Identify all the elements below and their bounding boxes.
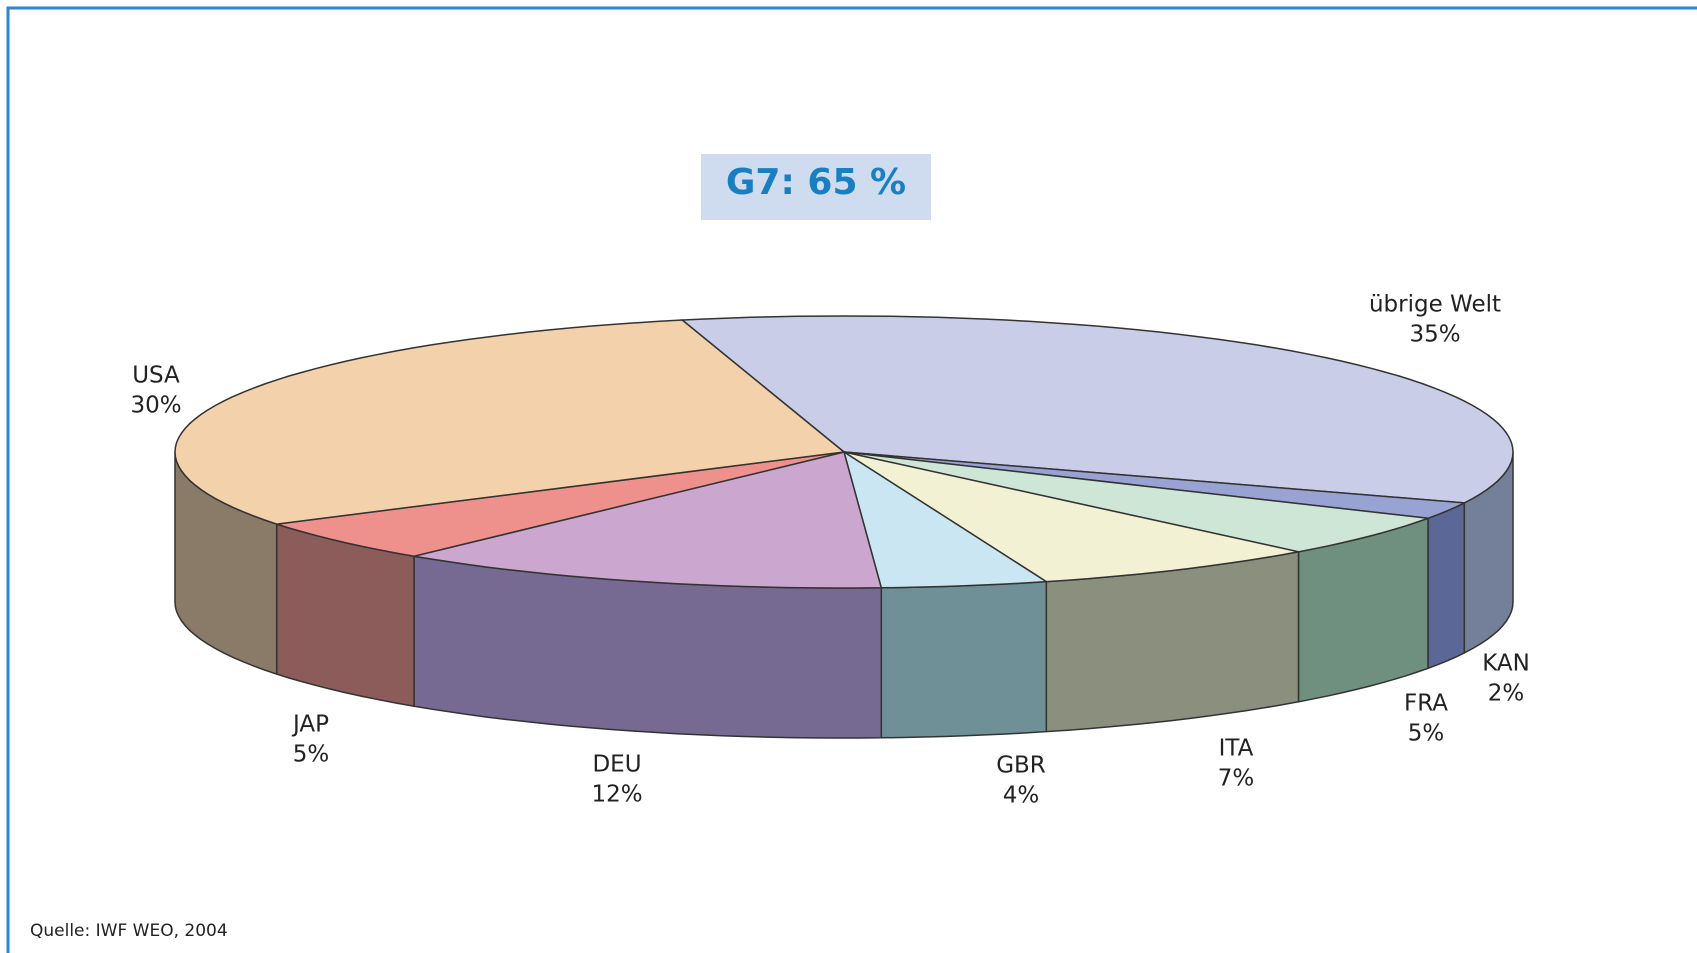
value-label: 12% [591, 782, 642, 808]
value-label: 35% [1409, 322, 1460, 348]
sides [174, 451, 1514, 739]
slice-label: USA [132, 363, 180, 389]
slice [276, 451, 845, 557]
slice [843, 451, 1429, 553]
slice [680, 315, 1514, 504]
slice [842, 450, 1049, 589]
slice-side [880, 580, 1048, 739]
slice [413, 451, 883, 589]
value-label: 5% [1408, 721, 1445, 747]
slice-label: GBR [996, 753, 1046, 779]
slice [174, 319, 846, 525]
value-label: 7% [1218, 766, 1255, 792]
slice-label: FRA [1404, 691, 1448, 717]
slice-label: übrige Welt [1369, 292, 1501, 318]
annotation-box [701, 154, 931, 220]
value-label: 4% [1003, 783, 1040, 809]
slice-side [1427, 501, 1466, 670]
value-label: 30% [130, 393, 181, 419]
slice-label: JAP [291, 712, 329, 738]
slice [843, 451, 1299, 583]
annotation: G7: 65 % [726, 162, 906, 203]
value-label: 5% [293, 742, 330, 768]
source: Quelle: IWF WEO, 2004 [30, 921, 228, 941]
slice-label: KAN [1482, 651, 1530, 677]
tops [174, 315, 1514, 589]
slice-label: ITA [1219, 736, 1254, 762]
value-label: 2% [1488, 681, 1525, 707]
frame [6, 6, 1697, 953]
slice-label: DEU [592, 752, 641, 778]
